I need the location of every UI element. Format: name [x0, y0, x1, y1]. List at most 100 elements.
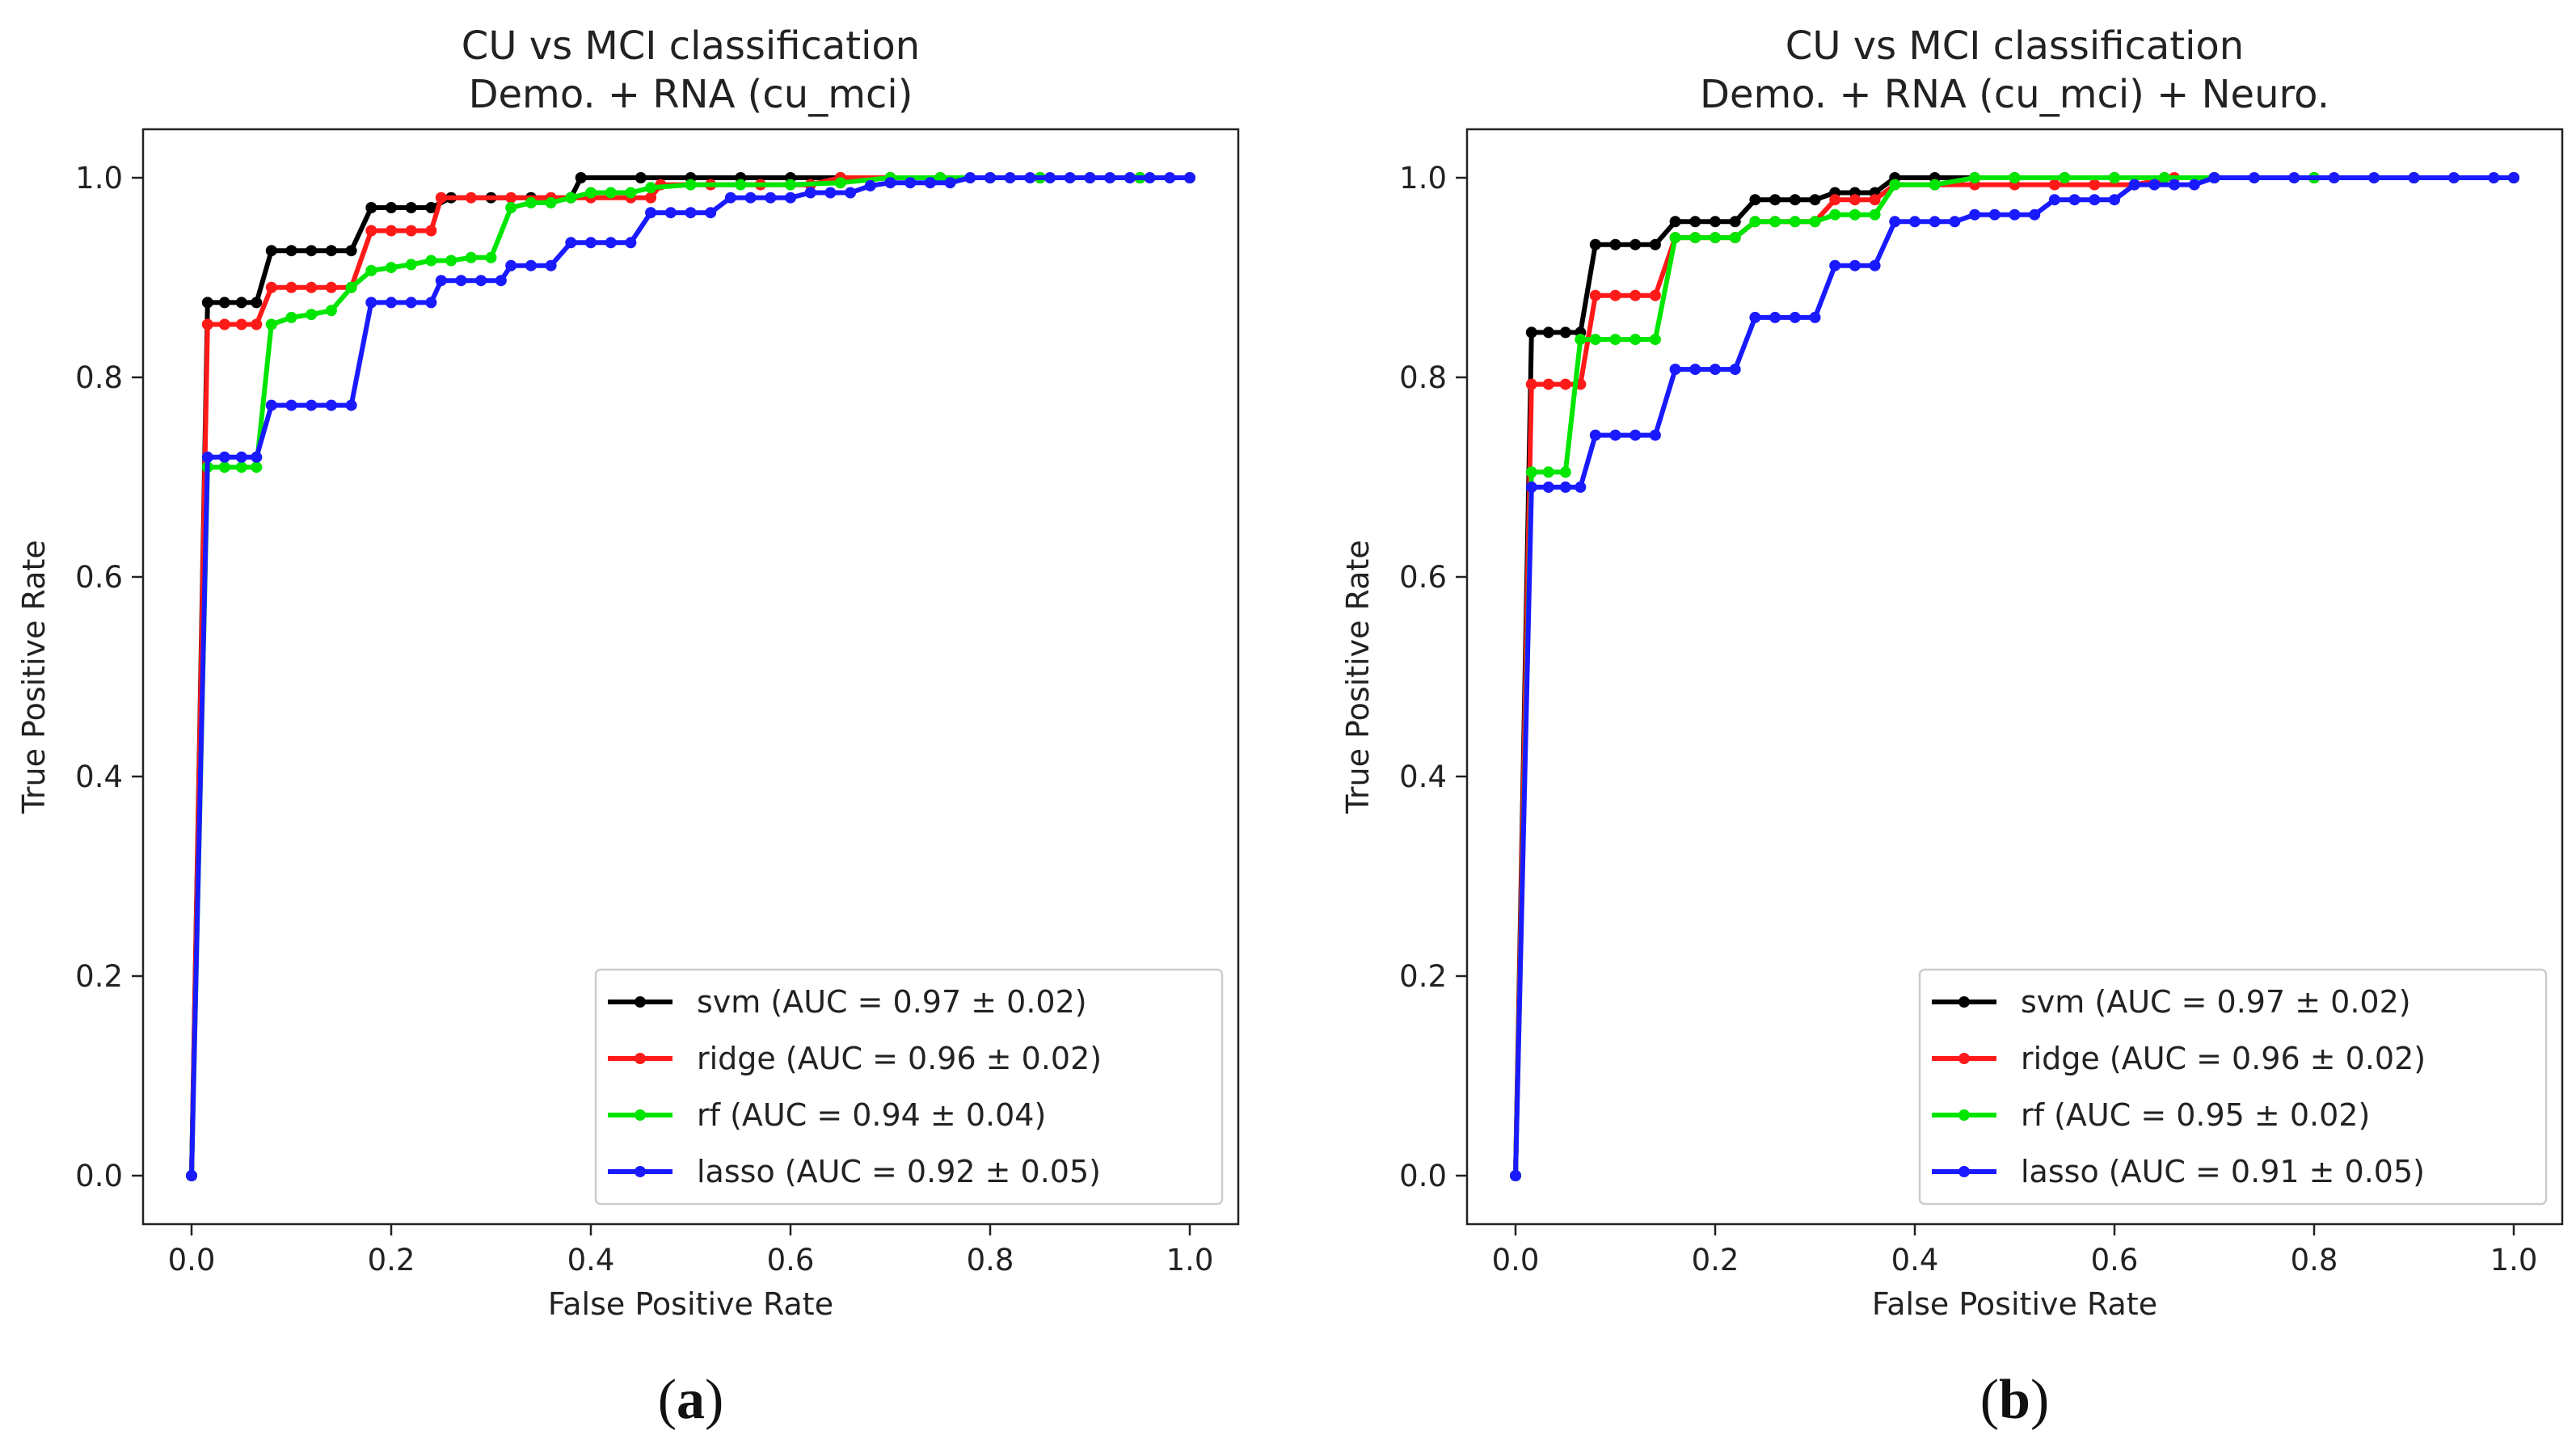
data-point [804, 187, 816, 199]
data-point [545, 259, 557, 271]
data-point [505, 202, 517, 213]
data-point [1542, 481, 1554, 493]
data-point [265, 281, 277, 293]
data-point [2447, 172, 2460, 183]
axes-frame [1465, 128, 2564, 1226]
data-point [1575, 481, 1587, 493]
data-point [1609, 334, 1621, 346]
chart-title-line-2: Demo. + RNA (cu_mci) + Neuro. [1700, 72, 2329, 117]
legend-swatch-marker [1958, 1053, 1970, 1064]
data-point [1084, 172, 1096, 183]
data-point [1589, 334, 1601, 346]
series-rf [1510, 172, 2519, 1181]
data-point [265, 399, 277, 411]
data-point [435, 191, 447, 204]
data-point [465, 191, 477, 204]
data-point [864, 179, 876, 191]
data-point [455, 275, 467, 287]
data-point [545, 196, 557, 208]
x-tick-label: 1.0 [1166, 1243, 1214, 1277]
legend-entry: lasso (AUC = 0.91 ± 0.05) [2021, 1154, 2425, 1189]
data-point [1789, 311, 1801, 323]
data-point [235, 461, 247, 473]
data-point [605, 237, 617, 249]
data-point [365, 264, 377, 276]
data-point [724, 191, 736, 204]
data-point [1669, 364, 1681, 376]
data-point [235, 451, 247, 463]
legend-swatch-marker [635, 1053, 646, 1064]
data-point [904, 177, 917, 189]
data-point [365, 202, 377, 213]
data-point [645, 207, 657, 219]
data-point [565, 237, 577, 249]
y-tick-label: 0.2 [75, 959, 123, 994]
data-point [1689, 232, 1701, 244]
data-point [1789, 216, 1801, 228]
data-point [1710, 216, 1721, 228]
data-point [1669, 216, 1681, 228]
data-point [645, 182, 657, 194]
data-point [425, 225, 437, 237]
data-point [2068, 194, 2081, 206]
data-point [1044, 172, 1056, 183]
legend-swatch-marker [1958, 996, 1970, 1008]
data-point [845, 187, 857, 199]
data-point [1869, 259, 1881, 271]
y-tick-label: 1.0 [75, 161, 123, 196]
data-point [218, 461, 230, 473]
data-point [386, 225, 397, 237]
data-point [625, 237, 637, 249]
panel-label: (b) [1980, 1369, 2050, 1431]
data-point [1629, 238, 1642, 250]
data-point [1809, 311, 1821, 323]
data-point [1575, 334, 1587, 346]
y-tick-label: 0.4 [1399, 760, 1447, 794]
data-point [1124, 172, 1136, 183]
data-point [635, 172, 647, 183]
data-point [2408, 172, 2420, 183]
x-tick-label: 0.6 [767, 1243, 815, 1277]
data-point [345, 399, 357, 411]
data-point [1789, 194, 1801, 206]
data-point [495, 275, 507, 287]
data-point [365, 225, 377, 237]
legend-entry: ridge (AUC = 0.96 ± 0.02) [697, 1041, 1102, 1076]
data-point [325, 305, 337, 317]
data-point [235, 318, 247, 330]
chart-title-line-1: CU vs MCI classification [462, 23, 920, 69]
data-point [425, 255, 437, 267]
data-point [1525, 481, 1537, 493]
data-point [685, 207, 697, 219]
data-point [1869, 208, 1881, 221]
data-point [1929, 216, 1941, 228]
data-point [1559, 481, 1571, 493]
data-point [285, 399, 297, 411]
x-tick-label: 0.6 [2091, 1243, 2139, 1277]
data-point [2109, 172, 2120, 183]
data-point [1649, 289, 1661, 301]
data-point [1710, 364, 1721, 376]
data-point [1164, 172, 1176, 183]
data-point [1889, 179, 1901, 191]
data-point [218, 318, 230, 330]
x-tick-label: 0.0 [1492, 1243, 1540, 1277]
x-tick-label: 0.2 [1692, 1243, 1739, 1277]
data-point [884, 177, 896, 189]
data-point [944, 177, 956, 189]
data-point [1949, 216, 1961, 228]
legend-entry: rf (AUC = 0.94 ± 0.04) [697, 1097, 1046, 1133]
data-point [201, 451, 213, 463]
data-point [824, 187, 837, 199]
data-point [201, 318, 213, 330]
data-point [251, 461, 263, 473]
chart-title-line-1: CU vs MCI classification [1785, 23, 2244, 69]
data-point [265, 245, 277, 257]
x-tick-label: 0.0 [168, 1243, 216, 1277]
data-point [1669, 232, 1681, 244]
data-point [585, 187, 597, 199]
legend-swatch-marker [1958, 1109, 1970, 1121]
y-tick-label: 0.0 [1399, 1159, 1447, 1193]
legend-swatch-marker [635, 1109, 646, 1121]
x-axis-label: False Positive Rate [1872, 1286, 2157, 1322]
